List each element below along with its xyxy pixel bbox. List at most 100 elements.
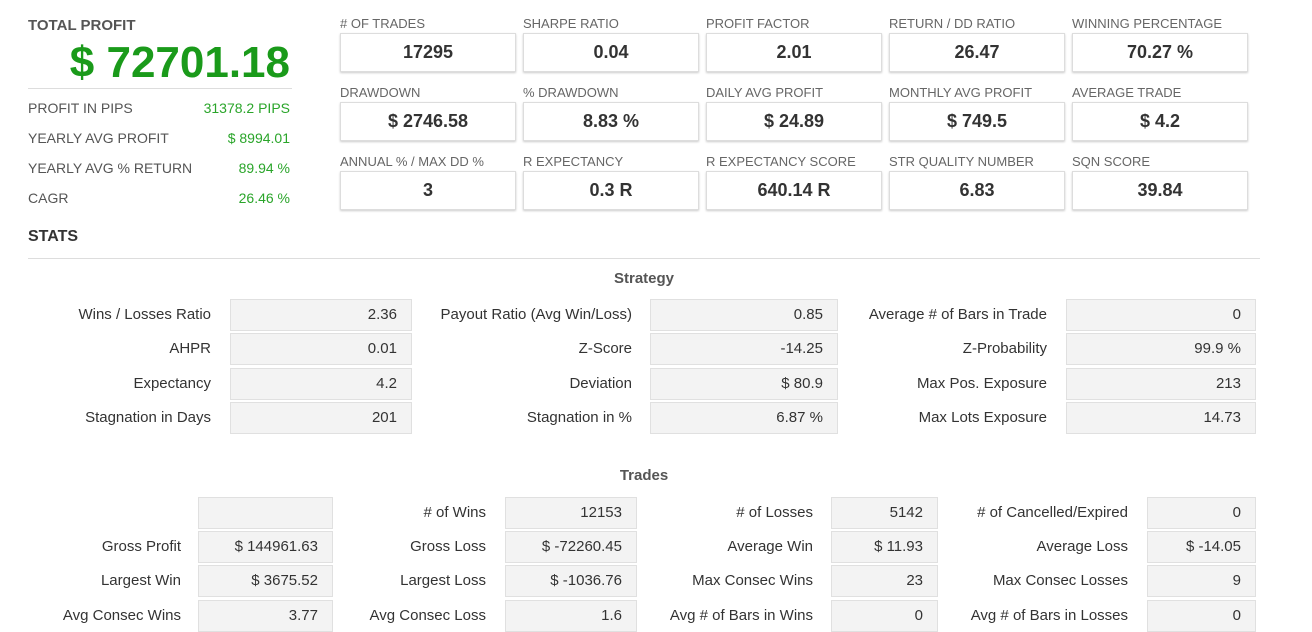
stat-value: 2.36 [230, 299, 412, 331]
stat-label: Gross Profit [101, 538, 181, 555]
stat-label: Average Loss [1036, 538, 1128, 555]
metric-label: STR QUALITY NUMBER [889, 154, 1034, 169]
stat-label: Expectancy [133, 375, 211, 392]
divider [28, 258, 1260, 259]
stat-value: 1.6 [505, 600, 637, 632]
stat-value: 99.9 % [1066, 333, 1256, 365]
metric-label: ANNUAL % / MAX DD % [340, 154, 484, 169]
metric-value: $ 4.2 [1072, 102, 1248, 141]
stat-value: $ -1036.76 [505, 565, 637, 597]
metric-label: DRAWDOWN [340, 85, 421, 100]
stat-value: 23 [831, 565, 938, 597]
stat-label: Avg # of Bars in Wins [669, 607, 813, 624]
stat-label: Max Pos. Exposure [916, 375, 1047, 392]
stat-label: Wins / Losses Ratio [78, 306, 211, 323]
summary-label: CAGR [28, 190, 69, 206]
metric-value: 39.84 [1072, 171, 1248, 210]
stat-value: $ 11.93 [831, 531, 938, 563]
summary-value: 89.94 % [238, 160, 290, 176]
summary-title: TOTAL PROFIT [28, 17, 136, 34]
stat-value: 9 [1147, 565, 1256, 597]
stat-value: 3.77 [198, 600, 333, 632]
metric-value: $ 749.5 [889, 102, 1065, 141]
metric-label: RETURN / DD RATIO [889, 16, 1016, 31]
stat-value: 213 [1066, 368, 1256, 400]
stat-label: # of Cancelled/Expired [977, 504, 1128, 521]
metric-value: 0.04 [523, 33, 699, 72]
metric-value: 0.3 R [523, 171, 699, 210]
stat-value: -14.25 [650, 333, 838, 365]
stat-label: Deviation [569, 375, 632, 392]
metric-label: MONTHLY AVG PROFIT [889, 85, 1033, 100]
metric-label: # OF TRADES [340, 16, 426, 31]
metric-label: % DRAWDOWN [523, 85, 619, 100]
stat-value: 0 [1147, 600, 1256, 632]
stat-label: Max Consec Wins [692, 572, 813, 589]
stat-label: Largest Win [100, 572, 181, 589]
stat-value: 4.2 [230, 368, 412, 400]
summary-value: 31378.2 PIPS [203, 100, 290, 116]
stat-label: Avg # of Bars in Losses [970, 607, 1128, 624]
metric-value: $ 2746.58 [340, 102, 516, 141]
metric-value: 8.83 % [523, 102, 699, 141]
stat-label: Max Lots Exposure [918, 409, 1047, 426]
metric-value: 3 [340, 171, 516, 210]
metric-value: 26.47 [889, 33, 1065, 72]
stat-label: Max Consec Losses [992, 572, 1128, 589]
metric-value: 2.01 [706, 33, 882, 72]
stat-label: Average # of Bars in Trade [868, 306, 1047, 323]
total-profit: $ 72701.18 [69, 38, 290, 87]
metric-value: 17295 [340, 33, 516, 72]
stat-value: 5142 [831, 497, 938, 529]
summary-value: $ 8994.01 [227, 130, 290, 146]
divider [28, 88, 292, 89]
stats-title: STATS [28, 228, 79, 245]
stat-label: Stagnation in % [526, 409, 632, 426]
stat-value [198, 497, 333, 529]
stat-value: $ -72260.45 [505, 531, 637, 563]
stat-value: 0 [1147, 497, 1256, 529]
stat-label: Z-Probability [962, 340, 1047, 357]
stat-label: Avg Consec Wins [62, 607, 181, 624]
summary-label: YEARLY AVG PROFIT [28, 130, 169, 146]
metric-label: SQN SCORE [1072, 154, 1151, 169]
metric-label: DAILY AVG PROFIT [706, 85, 824, 100]
stat-value: 0 [831, 600, 938, 632]
stat-value: 6.87 % [650, 402, 838, 434]
stat-value: 14.73 [1066, 402, 1256, 434]
stat-label: Largest Loss [400, 572, 486, 589]
summary-value: 26.46 % [238, 190, 290, 206]
stat-value: 201 [230, 402, 412, 434]
stat-value: $ -14.05 [1147, 531, 1256, 563]
summary-label: PROFIT IN PIPS [28, 100, 133, 116]
stat-label: AHPR [169, 340, 211, 357]
metric-label: AVERAGE TRADE [1072, 85, 1182, 100]
stat-value: 12153 [505, 497, 637, 529]
metric-label: SHARPE RATIO [523, 16, 619, 31]
stat-value: $ 144961.63 [198, 531, 333, 563]
stat-value: 0.85 [650, 299, 838, 331]
stat-value: 0 [1066, 299, 1256, 331]
stat-value: $ 3675.52 [198, 565, 333, 597]
stat-label: Gross Loss [410, 538, 486, 555]
stat-value: 0.01 [230, 333, 412, 365]
section-title: Strategy [613, 270, 675, 287]
metric-value: 640.14 R [706, 171, 882, 210]
section-title: Trades [619, 467, 669, 484]
metric-label: WINNING PERCENTAGE [1072, 16, 1222, 31]
stat-label: # of Losses [736, 504, 813, 521]
stat-label: Avg Consec Loss [369, 607, 486, 624]
metric-value: $ 24.89 [706, 102, 882, 141]
metric-value: 70.27 % [1072, 33, 1248, 72]
stat-label: Payout Ratio (Avg Win/Loss) [440, 306, 632, 323]
metric-label: R EXPECTANCY [523, 154, 624, 169]
stat-label: # of Wins [423, 504, 486, 521]
stat-label: Z-Score [578, 340, 632, 357]
stat-label: Average Win [727, 538, 813, 555]
metric-label: PROFIT FACTOR [706, 16, 810, 31]
stat-label: Stagnation in Days [85, 409, 211, 426]
summary-label: YEARLY AVG % RETURN [28, 160, 193, 176]
stat-value: $ 80.9 [650, 368, 838, 400]
metric-value: 6.83 [889, 171, 1065, 210]
